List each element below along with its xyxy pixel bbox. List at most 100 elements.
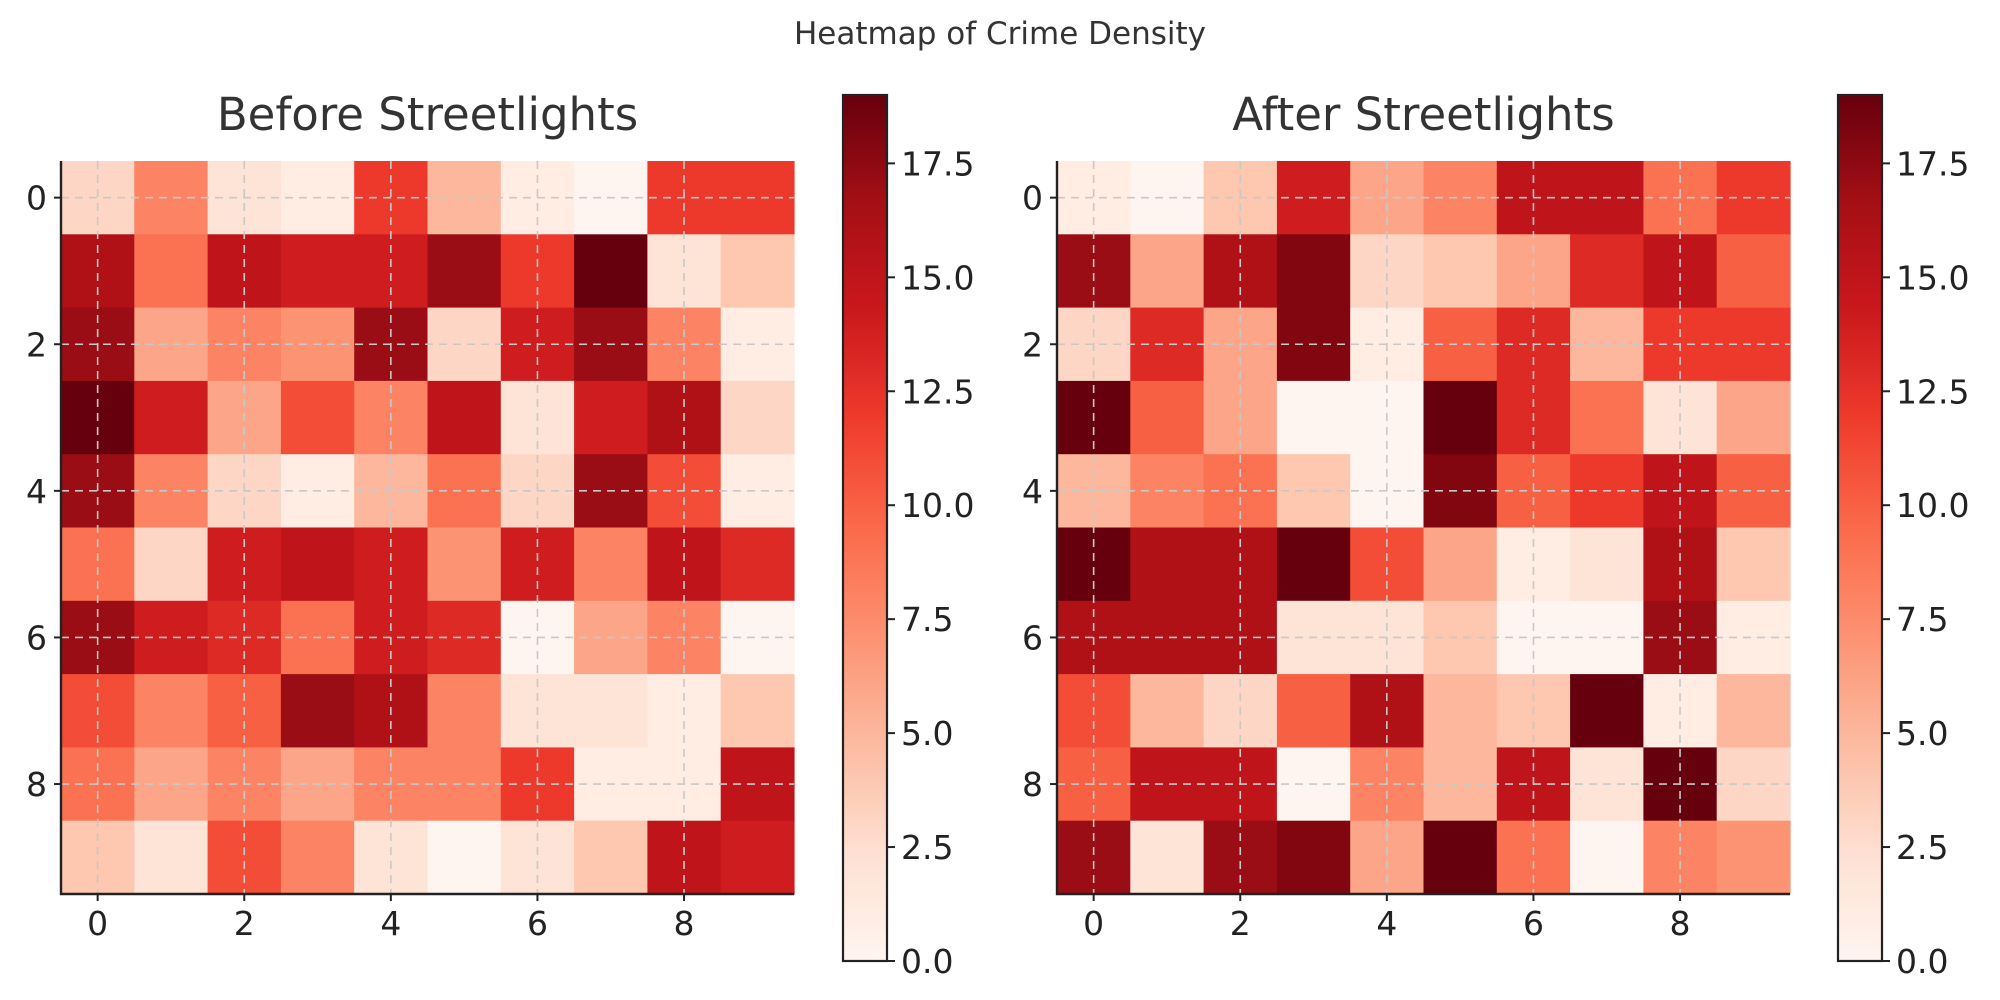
colorbar-tick-label-5: 12.5 [901, 372, 974, 411]
colorbar-tick-label-6: 15.0 [1896, 258, 1969, 297]
heatmap-cell-r9-c0 [61, 820, 135, 895]
y-ticks: 0 2 4 6 8 [26, 179, 61, 804]
heatmap-cell-r9-c6 [1496, 820, 1571, 895]
heatmap-cell-r0-c9 [1716, 161, 1791, 235]
y-tick-label-2: 4 [1022, 472, 1043, 511]
heatmap-cell-r1-c1 [134, 234, 209, 309]
x-tick-label-2: 4 [380, 904, 401, 943]
colorbar-tick-label-1: 2.5 [1896, 828, 1948, 867]
heatmap-cell-r5-c1 [1130, 527, 1205, 602]
heatmap-cell-r9-c3 [1276, 820, 1351, 895]
heatmap-cell-r3-c9 [720, 380, 795, 455]
heatmap-cell-r4-c5 [427, 454, 502, 529]
heatmap-cell-r1-c3 [1276, 234, 1351, 309]
heatmap-cell-r5-c5 [1423, 527, 1498, 602]
heatmap-cell-r3-c1 [134, 380, 209, 455]
colorbar-tick-label-7: 17.5 [1896, 144, 1969, 183]
heatmap-cells [61, 161, 795, 895]
colorbar-tick-label-0: 0.0 [1896, 942, 1948, 981]
x-tick-label-3: 6 [527, 904, 548, 943]
heatmap-cell-r8-c9 [720, 747, 795, 822]
heatmap-cell-r5-c6 [1496, 527, 1571, 602]
heatmap-cell-r3-c7 [1570, 380, 1644, 455]
colorbar-tick-label-4: 10.0 [1896, 486, 1969, 525]
heatmap-cell-r9-c9 [720, 820, 795, 895]
heatmap-cell-r7-c1 [134, 674, 209, 748]
y-tick-label-2: 4 [26, 472, 47, 511]
figure-suptitle: Heatmap of Crime Density [794, 16, 1206, 52]
colorbar-tick-label-2: 5.0 [1896, 714, 1948, 753]
grid-lines [61, 161, 794, 894]
axis-lines [59, 161, 794, 896]
y-tick-label-1: 2 [1022, 325, 1043, 364]
heatmap-cell-r4-c9 [720, 454, 795, 529]
heatmap-cell-r9-c2 [1203, 820, 1278, 895]
heatmap-cell-r2-c9 [1716, 307, 1791, 382]
heatmap-cell-r9-c7 [574, 820, 648, 895]
heatmap-cell-r5-c8 [647, 527, 722, 602]
heatmap-cell-r5-c8 [1643, 527, 1718, 602]
heatmap-cell-r7-c5 [427, 674, 502, 748]
heatmap-cell-r3-c3 [280, 380, 355, 455]
heatmap-cell-r5-c4 [1350, 527, 1425, 602]
heatmap-cell-r5-c3 [1276, 527, 1351, 602]
heatmap-cell-r5-c6 [500, 527, 575, 602]
heatmap-cell-r1-c3 [280, 234, 355, 309]
heatmap-cell-r8-c5 [1423, 747, 1498, 822]
heatmap-cell-r7-c9 [720, 674, 795, 748]
colorbar: 0.0 2.5 5.0 7.5 10.0 12.5 15.0 17.5 [841, 93, 974, 981]
colorbar-tick-label-3: 7.5 [1896, 600, 1948, 639]
x-tick-label-4: 8 [674, 904, 695, 943]
heatmap-cell-r3-c5 [1423, 380, 1498, 455]
heatmap-cell-r9-c4 [354, 820, 429, 895]
heatmap-cell-r9-c5 [427, 820, 502, 895]
heatmap-cell-r2-c5 [427, 307, 502, 382]
heatmap-cell-r7-c9 [1716, 674, 1791, 748]
heatmap-cell-r1-c9 [1716, 234, 1791, 309]
axis-lines [1055, 161, 1790, 896]
colorbar-tick-label-1: 2.5 [901, 828, 953, 867]
colorbar-tick-label-6: 15.0 [901, 258, 974, 297]
heatmap-panels: Before Streetlights 0 2 4 6 8 0 2 4 6 8 0.0 2.5 5.0 7.… [26, 88, 1969, 981]
heatmap-cell-r1-c1 [1130, 234, 1205, 309]
colorbar-tick-label-7: 17.5 [901, 144, 974, 183]
heatmap-cell-r3-c1 [1130, 380, 1205, 455]
heatmap-cell-r3-c3 [1276, 380, 1351, 455]
heatmap-cell-r1-c7 [1570, 234, 1644, 309]
heatmap-cell-r5-c4 [354, 527, 429, 602]
heatmap-cell-r6-c5 [427, 600, 502, 675]
heatmap-cell-r2-c5 [1423, 307, 1498, 382]
colorbar-tick-label-5: 12.5 [1896, 372, 1969, 411]
heatmap-cell-r9-c1 [1130, 820, 1205, 895]
heatmap-cell-r8-c9 [1716, 747, 1791, 822]
heatmap-cell-r9-c1 [134, 820, 209, 895]
heatmap-cell-r3-c5 [427, 380, 502, 455]
heatmap-cell-r9-c4 [1350, 820, 1425, 895]
x-tick-label-1: 2 [234, 904, 255, 943]
heatmap-cell-r5-c0 [61, 527, 135, 602]
panel-title: Before Streetlights [217, 88, 638, 141]
y-tick-label-4: 8 [26, 765, 47, 804]
heatmap-cell-r9-c0 [1057, 820, 1131, 895]
heatmap-cell-r5-c7 [574, 527, 648, 602]
y-tick-label-4: 8 [1022, 765, 1043, 804]
heatmap-cell-r7-c7 [1570, 674, 1644, 748]
heatmap-cell-r5-c1 [134, 527, 209, 602]
heatmap-cell-r6-c9 [720, 600, 795, 675]
heatmap-cell-r5-c9 [720, 527, 795, 602]
y-tick-label-0: 0 [1022, 179, 1043, 218]
heatmap-panel-1: Before Streetlights 0 2 4 6 8 0 2 4 6 8 0.0 2.5 5.0 7.… [26, 88, 974, 981]
heatmap-cell-r8-c5 [427, 747, 502, 822]
colorbar-tick-label-0: 0.0 [901, 942, 953, 981]
x-tick-label-0: 0 [87, 904, 108, 943]
x-tick-label-1: 2 [1230, 904, 1251, 943]
y-tick-label-3: 6 [1022, 618, 1043, 657]
heatmap-cell-r4-c9 [1716, 454, 1791, 529]
heatmap-cell-r5-c5 [427, 527, 502, 602]
colorbar-gradient [1838, 95, 1882, 961]
heatmap-cell-r9-c2 [207, 820, 282, 895]
heatmap-cell-r7-c3 [1276, 674, 1351, 748]
heatmap-cell-r4-c5 [1423, 454, 1498, 529]
panel-title: After Streetlights [1232, 88, 1614, 141]
